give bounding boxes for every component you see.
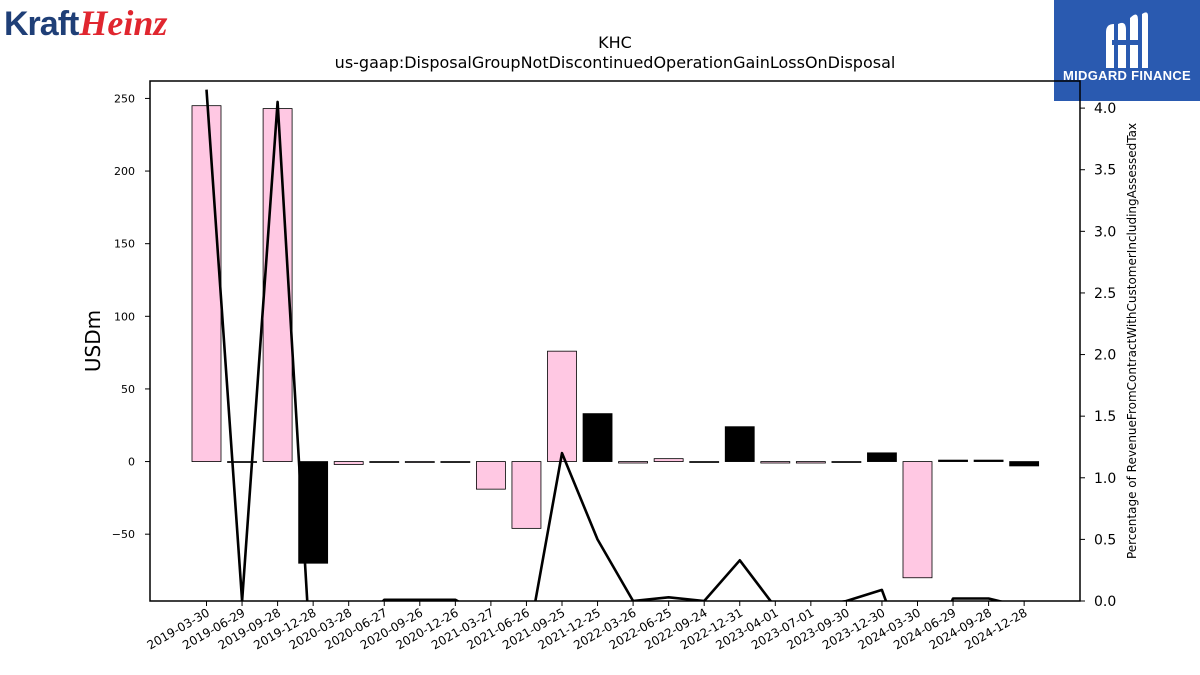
bar	[582, 413, 613, 462]
bar	[475, 461, 506, 490]
line-series	[205, 89, 1005, 601]
y-tick-label: −50	[112, 528, 135, 541]
bar	[653, 458, 684, 462]
chart-subtitle: us-gaap:DisposalGroupNotDiscontinuedOper…	[335, 53, 896, 72]
series-line	[205, 89, 1005, 601]
plot-frame	[149, 80, 1081, 602]
bar	[618, 461, 648, 464]
bar	[795, 461, 826, 464]
y-axis-label: USDm	[81, 310, 105, 372]
bar	[369, 461, 400, 463]
y2-tick-label: 0.0	[1094, 594, 1116, 610]
bar	[333, 461, 364, 465]
bar	[1009, 461, 1040, 467]
left-axis: −50 0 50 100 150 200 250	[112, 92, 150, 541]
y-tick-label: 200	[114, 165, 135, 178]
logo-text-kraft: Kraft	[4, 5, 79, 43]
bar	[760, 461, 791, 464]
y-tick-label: 150	[114, 238, 135, 251]
chart-title: KHC	[598, 33, 632, 52]
x-axis: 2019-03-302019-06-292019-09-282019-12-28…	[145, 601, 1030, 652]
bar	[227, 461, 257, 463]
y2-tick-label: 0.5	[1094, 532, 1116, 548]
y2-tick-label: 1.0	[1094, 471, 1116, 487]
bar	[511, 461, 542, 529]
bar-series	[191, 105, 1040, 579]
y-tick-label: 100	[114, 310, 135, 323]
bar	[902, 461, 933, 579]
y-tick-label: 250	[114, 92, 135, 105]
bar	[440, 461, 471, 463]
bar	[867, 452, 897, 462]
logo-text-heinz: Heinz	[79, 3, 168, 43]
right-axis: 0.0 0.5 1.0 1.5 2.0 2.5 3.0 3.5 4.0	[1080, 101, 1116, 610]
bar	[404, 461, 435, 463]
y2-tick-label: 2.0	[1094, 348, 1116, 364]
y-tick-label: 0	[128, 456, 135, 469]
bar	[547, 350, 577, 462]
bar	[191, 105, 222, 462]
y2-tick-label: 2.5	[1094, 286, 1116, 302]
y2-tick-label: 1.5	[1094, 409, 1116, 425]
y-tick-label: 50	[121, 383, 135, 396]
y2-tick-label: 3.0	[1094, 224, 1116, 240]
bar	[831, 461, 862, 463]
y2-tick-label: 4.0	[1094, 101, 1116, 117]
midgard-finance-logo: MIDGARD FINANCE	[1054, 0, 1200, 101]
brand-name: MIDGARD FINANCE	[1063, 68, 1191, 83]
midgard-mark-icon	[1106, 12, 1148, 69]
bar	[973, 459, 1004, 462]
y2-tick-label: 3.5	[1094, 163, 1116, 179]
y2-axis-label: Percentage of RevenueFromContractWithCus…	[1125, 123, 1139, 559]
kraft-heinz-logo: Kraft Heinz	[4, 2, 168, 43]
bar	[689, 461, 720, 463]
bar	[938, 459, 968, 462]
bar	[724, 426, 755, 462]
